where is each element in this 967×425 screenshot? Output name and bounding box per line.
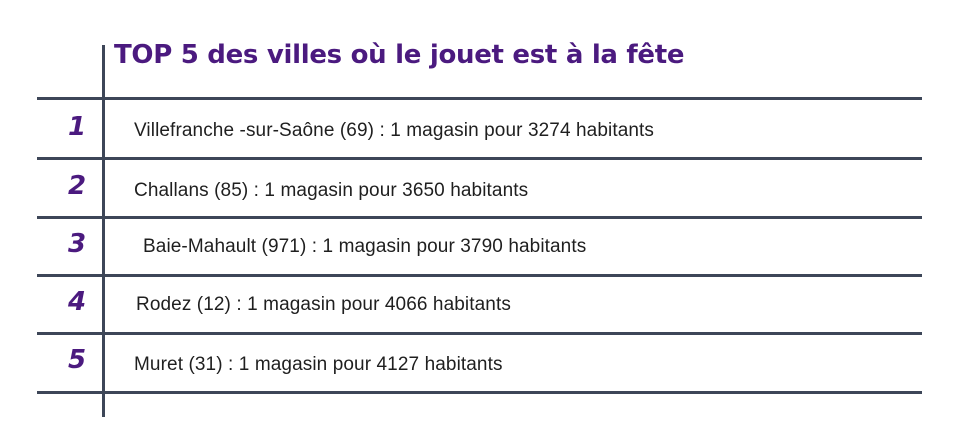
row-divider — [37, 97, 922, 100]
row-divider — [37, 274, 922, 277]
row-divider — [37, 332, 922, 335]
rank-number: 1 — [67, 112, 87, 142]
rank-number: 5 — [67, 345, 87, 375]
table-title: TOP 5 des villes où le jouet est à la fê… — [114, 40, 685, 70]
city-stat: Challans (85) : 1 magasin pour 3650 habi… — [134, 180, 529, 201]
rank-number: 2 — [67, 171, 87, 201]
city-stat: Villefranche -sur-Saône (69) : 1 magasin… — [134, 120, 655, 141]
row-divider — [37, 391, 922, 394]
city-stat: Rodez (12) : 1 magasin pour 4066 habitan… — [136, 294, 511, 315]
city-stat: Muret (31) : 1 magasin pour 4127 habitan… — [134, 354, 503, 375]
city-stat: Baie-Mahault (971) : 1 magasin pour 3790… — [143, 236, 587, 257]
vertical-divider — [102, 45, 105, 417]
row-divider — [37, 157, 922, 160]
rank-number: 3 — [67, 229, 87, 259]
rank-number: 4 — [67, 287, 87, 317]
row-divider — [37, 216, 922, 219]
